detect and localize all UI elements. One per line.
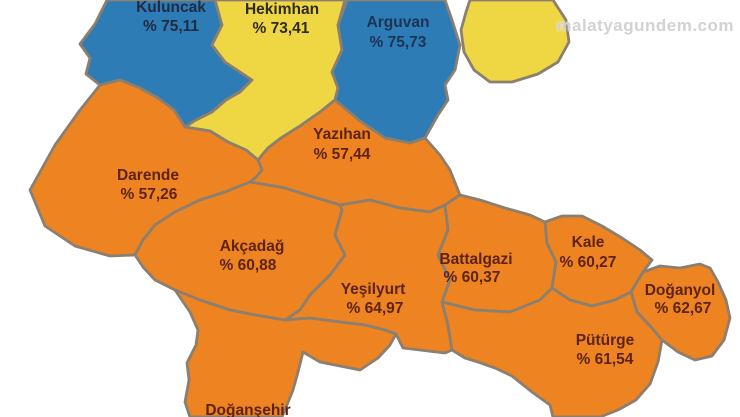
- district-battalgazi-shape[interactable]: [436, 193, 558, 314]
- district-dogansehir-shape[interactable]: [173, 288, 398, 417]
- watermark: malatyagundem.com: [556, 16, 734, 35]
- district-puturge-shape[interactable]: [440, 286, 664, 417]
- district-unlabeled-yellow-shape[interactable]: [459, 0, 571, 84]
